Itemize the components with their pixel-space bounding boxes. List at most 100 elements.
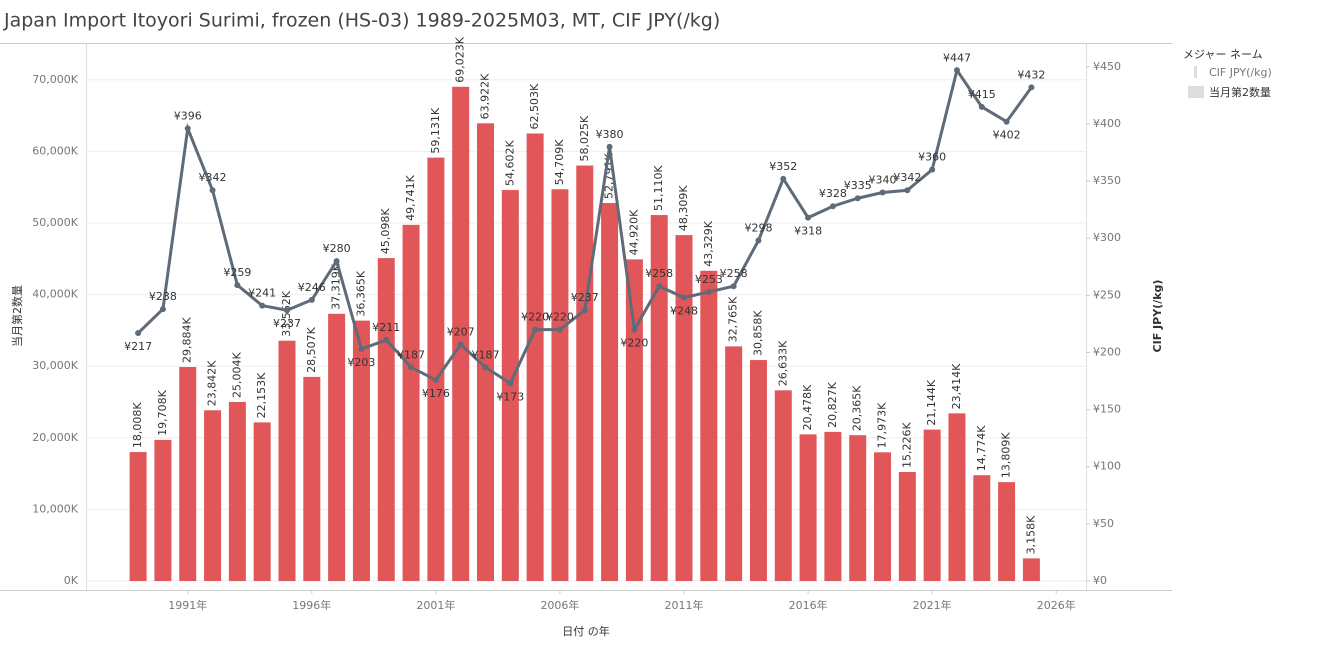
y2-tick-label: ¥300 — [1093, 231, 1121, 244]
bar — [328, 313, 346, 581]
bar — [923, 429, 941, 581]
bar — [179, 367, 197, 581]
x-tick-label: 2016年 — [789, 598, 828, 612]
line-point — [432, 376, 439, 383]
y2-tick-label: ¥200 — [1093, 345, 1121, 358]
bar-label: 15,226K — [900, 421, 913, 467]
legend-swatch — [1188, 86, 1204, 98]
y-tick-label: 70,000K — [32, 73, 78, 86]
bar — [526, 133, 544, 581]
bar — [749, 360, 767, 581]
bar — [898, 471, 916, 581]
legend-label[interactable]: 当月第2数量 — [1209, 85, 1271, 99]
bar-label: 25,004K — [230, 351, 243, 397]
bar — [1022, 558, 1040, 581]
bar-label: 36,365K — [354, 270, 367, 316]
line-label: ¥187 — [472, 348, 500, 361]
line-point — [1028, 84, 1035, 91]
bar-label: 45,098K — [379, 208, 392, 254]
bar-label: 30,858K — [751, 310, 764, 356]
bar-label: 59,131K — [429, 107, 442, 153]
line-label: ¥220 — [521, 311, 549, 324]
bar-label: 51,110K — [652, 165, 665, 211]
y-tick-label: 30,000K — [32, 359, 78, 372]
line-point — [606, 143, 613, 150]
line-label: ¥280 — [323, 242, 351, 255]
bar — [427, 157, 445, 581]
line-label: ¥248 — [670, 305, 698, 318]
bar-label: 69,023K — [454, 36, 467, 82]
line-label: ¥241 — [248, 287, 276, 300]
y2-tick-label: ¥100 — [1093, 460, 1121, 473]
bar — [303, 376, 321, 581]
line-label: ¥415 — [968, 88, 996, 101]
line-label: ¥396 — [174, 110, 202, 123]
line-label: ¥318 — [794, 225, 822, 238]
bar — [352, 320, 370, 581]
bar — [973, 475, 991, 581]
y2-tick-label: ¥450 — [1093, 60, 1121, 73]
bar — [477, 123, 495, 581]
bar — [551, 189, 569, 581]
y2-tick-label: ¥250 — [1093, 288, 1121, 301]
line-point — [805, 214, 812, 221]
x-tick-label: 1996年 — [292, 598, 331, 612]
bar — [799, 434, 817, 581]
line-point — [135, 330, 142, 337]
line-label: ¥176 — [422, 387, 450, 400]
line-point — [308, 296, 315, 303]
bar-label: 20,365K — [851, 385, 864, 431]
x-tick-label: 2006年 — [540, 598, 579, 612]
bar-label: 17,973K — [876, 402, 889, 448]
x-tick-label: 2021年 — [913, 598, 952, 612]
bar-label: 54,602K — [503, 140, 516, 186]
bar-label: 44,920K — [627, 209, 640, 255]
y-tick-label: 10,000K — [32, 502, 78, 515]
legend-title: メジャー ネーム — [1183, 48, 1263, 61]
bar — [129, 452, 147, 581]
x-tick-label: 2026年 — [1037, 598, 1076, 612]
line-point — [581, 307, 588, 314]
y-tick-label: 20,000K — [32, 431, 78, 444]
bar-label: 3,158K — [1024, 515, 1037, 554]
chart-title: Japan Import Itoyori Surimi, frozen (HS-… — [3, 10, 720, 32]
line-point — [358, 346, 365, 353]
bar — [675, 235, 693, 582]
x-tick-label: 1991年 — [168, 598, 207, 612]
line-label: ¥238 — [149, 290, 177, 303]
line-label: ¥207 — [447, 325, 475, 338]
line-point — [755, 237, 762, 244]
line-label: ¥187 — [397, 348, 425, 361]
line-point — [854, 195, 861, 202]
y-tick-label: 0K — [64, 574, 79, 587]
x-tick-label: 2011年 — [665, 598, 704, 612]
bar — [253, 422, 271, 581]
bar-label: 62,503K — [528, 83, 541, 129]
bar-label: 13,809K — [1000, 432, 1013, 478]
line-point — [705, 288, 712, 295]
line-point — [259, 302, 266, 309]
line-label: ¥298 — [744, 222, 772, 235]
line-label: ¥342 — [199, 171, 227, 184]
line-point — [482, 364, 489, 371]
line-label: ¥220 — [546, 311, 574, 324]
line-label: ¥237 — [571, 291, 599, 304]
legend-label[interactable]: CIF JPY(/kg) — [1209, 66, 1272, 79]
line-label: ¥211 — [372, 321, 400, 334]
bar-label: 20,478K — [801, 384, 814, 430]
bar-label: 54,709K — [553, 139, 566, 185]
line-label: ¥380 — [596, 128, 624, 141]
line-label: ¥217 — [124, 340, 152, 353]
line-point — [234, 282, 241, 289]
line-label: ¥402 — [993, 129, 1021, 142]
line-point — [159, 306, 166, 313]
line-point — [333, 258, 340, 265]
bar-label: 23,414K — [950, 363, 963, 409]
line-label: ¥220 — [620, 337, 648, 350]
x-axis-title: 日付 の年 — [562, 624, 610, 638]
line-label: ¥335 — [844, 179, 872, 192]
line-point — [209, 187, 216, 194]
line-label: ¥246 — [298, 281, 326, 294]
line-point — [829, 203, 836, 210]
bar — [774, 390, 792, 581]
